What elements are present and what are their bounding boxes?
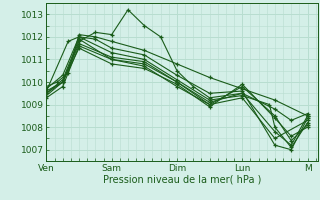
X-axis label: Pression niveau de la mer( hPa ): Pression niveau de la mer( hPa ) [103,174,261,184]
